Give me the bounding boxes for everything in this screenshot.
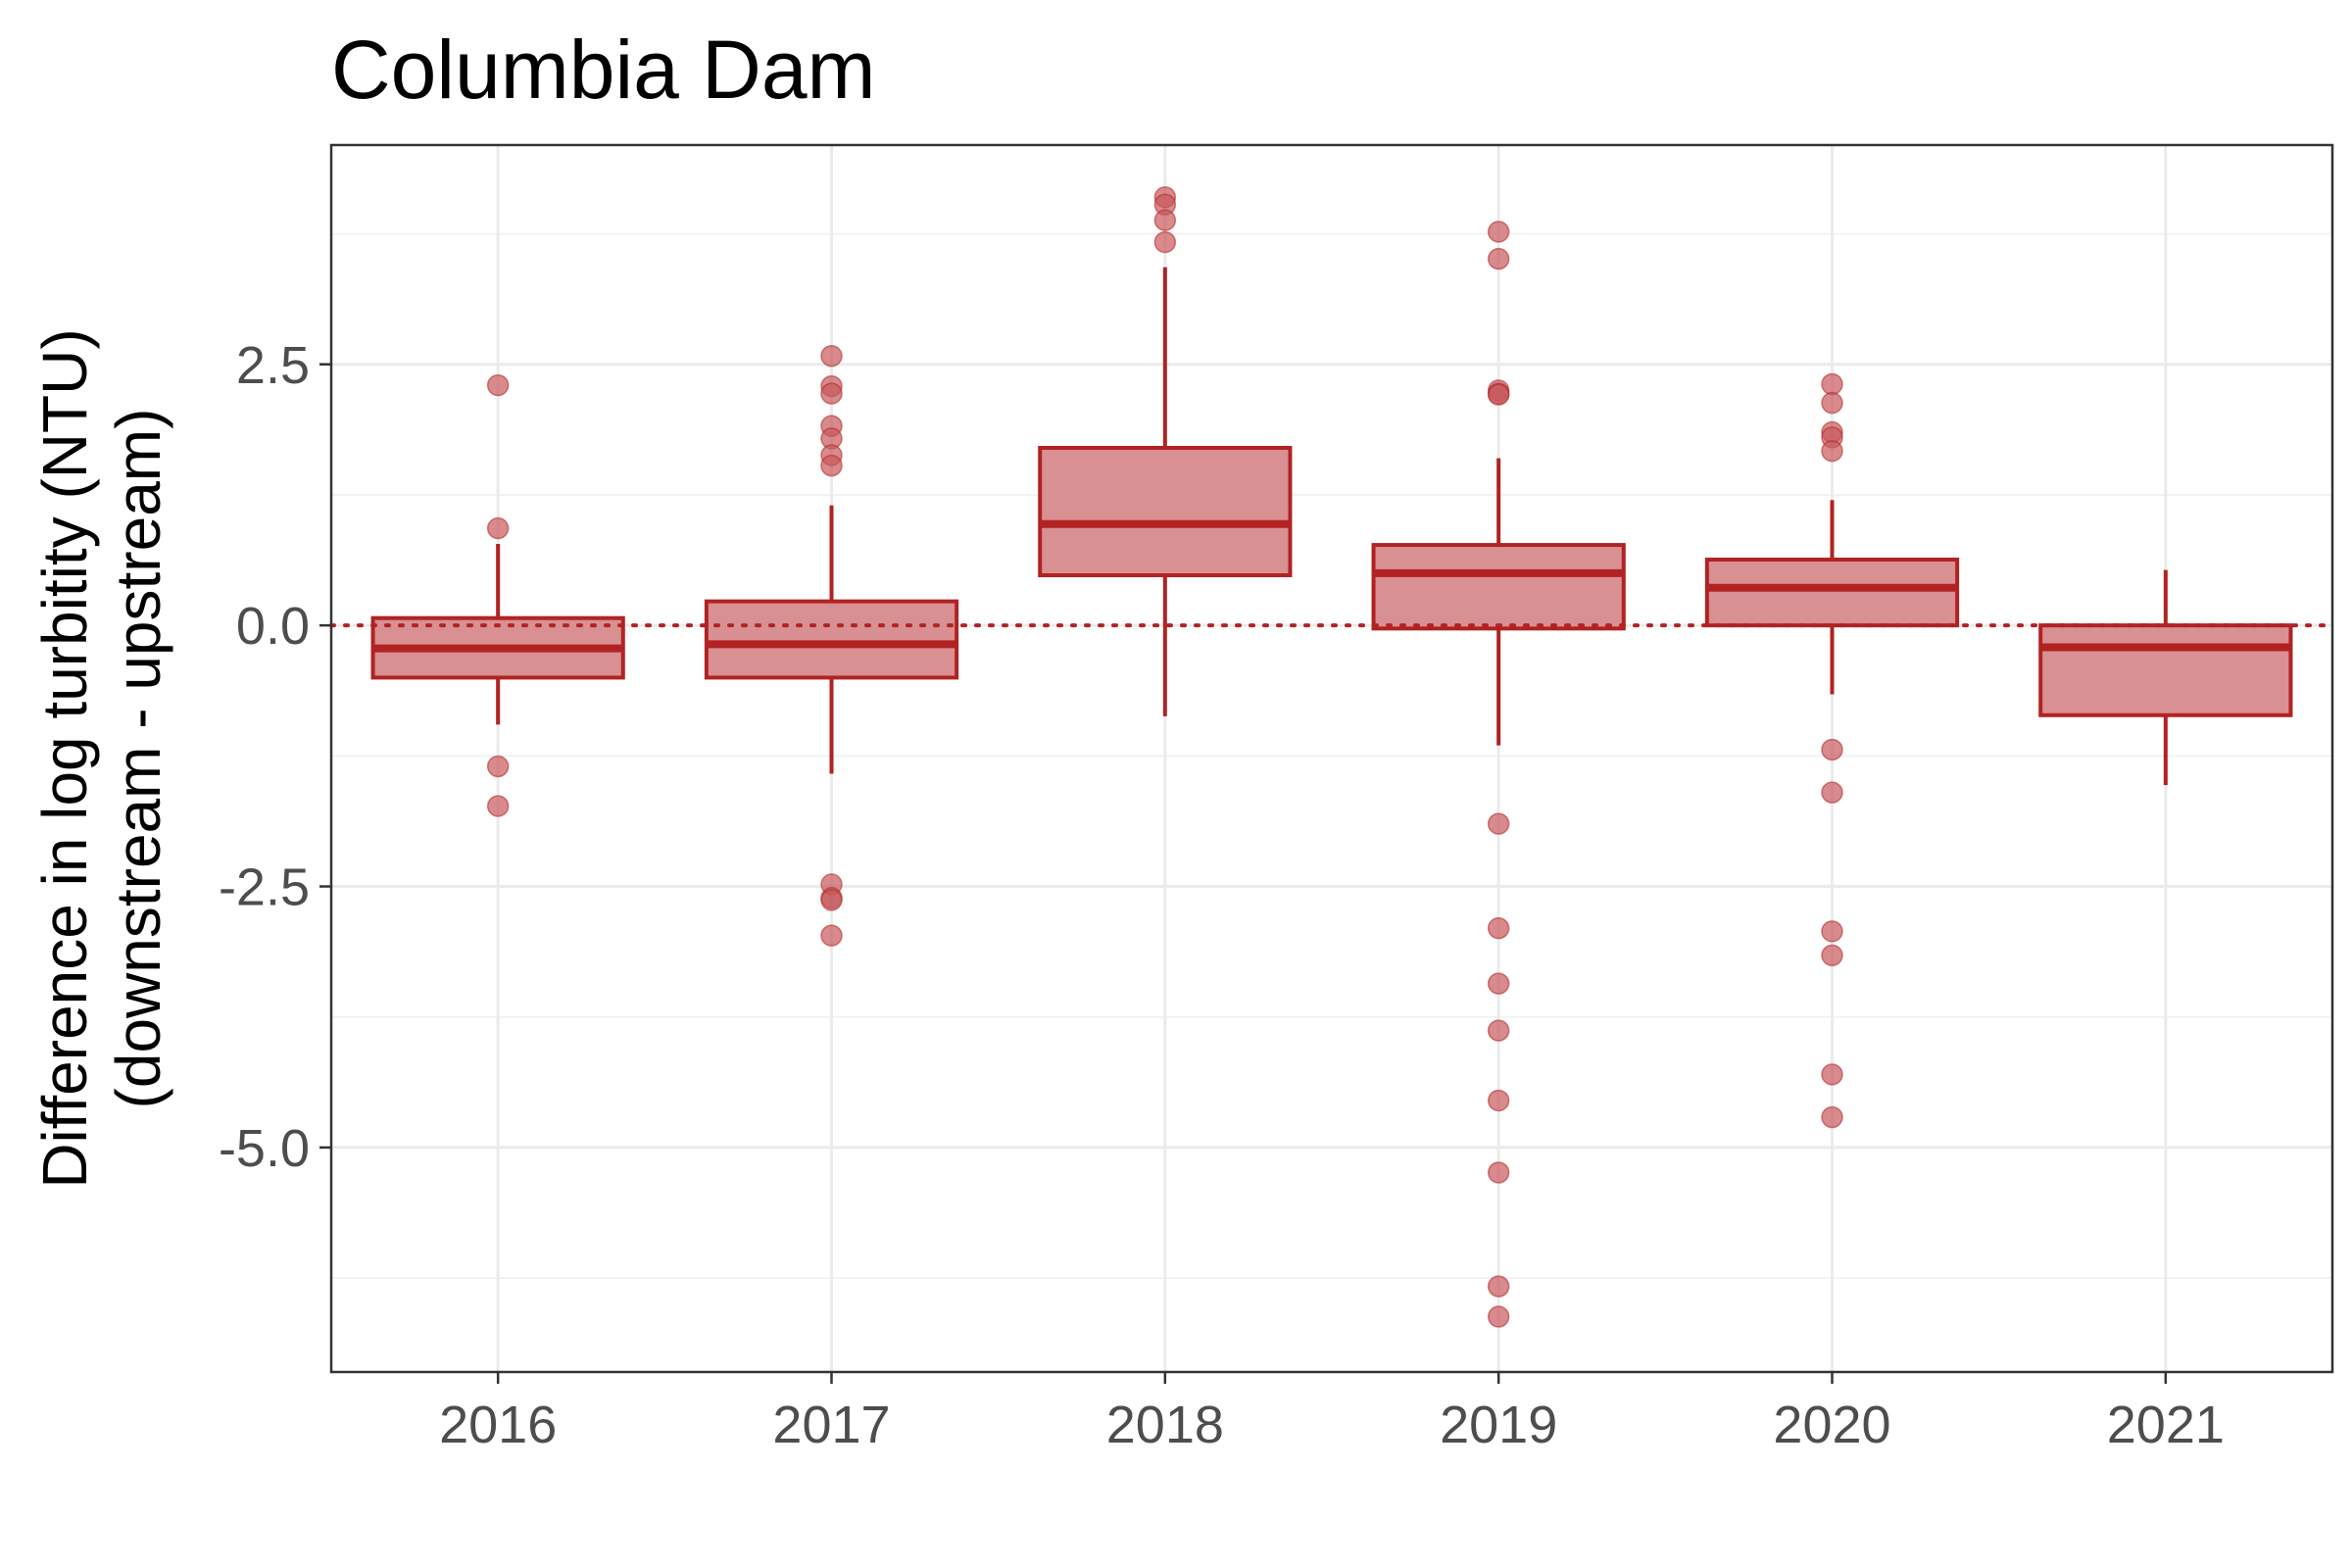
box-2017 [704,344,959,947]
x-tick-label: 2020 [1773,1396,1890,1454]
outlier-point [1821,781,1843,804]
panel-border [329,143,2334,1374]
plot-area: 2.5 0.0 -2.5 -5.0 2016 2017 2018 2019 2020 2021 [219,143,2334,1454]
box-2018 [1038,186,1293,716]
outlier-point [1153,209,1177,231]
outlier-point [1821,1105,1843,1129]
outlier-point [1487,247,1510,270]
box-body [1038,446,1293,577]
outlier-point [486,795,510,817]
x-tick-label: 2021 [2107,1396,2225,1454]
outlier-point [1821,391,1843,415]
outlier-point [1487,1089,1510,1112]
outlier-point [1821,738,1843,761]
outlier-point [820,924,843,947]
outlier-point [1487,1275,1510,1298]
outlier-point [1487,1019,1510,1042]
x-tick-label: 2018 [1106,1396,1224,1454]
x-tick-label: 2016 [439,1396,557,1454]
outlier-point [486,373,510,397]
outlier-point [486,516,510,540]
x-tick-label: 2017 [772,1396,890,1454]
outlier-point [1487,812,1510,835]
box-2019 [1371,220,1626,1328]
outlier-point [1153,230,1177,254]
box-2016 [370,373,625,817]
y-axis-title-line1: Difference in log turbitity (NTU) [29,328,100,1188]
y-tick-label: 2.5 [236,336,310,395]
outlier-point [1487,220,1510,243]
y-tick-label: -5.0 [219,1119,310,1178]
outlier-point [820,344,843,368]
chart-title: Columbia Dam [331,24,876,116]
box-2020 [1704,372,1960,1129]
box-2021 [2038,569,2293,786]
outlier-point [1487,383,1510,406]
y-tick-label: 0.0 [236,597,310,656]
box-body [2038,623,2293,717]
x-tick-label: 2019 [1440,1396,1557,1454]
outlier-point [1487,1161,1510,1184]
outlier-point [1487,1305,1510,1328]
outlier-point [820,889,843,911]
box-body [1704,558,1960,628]
y-axis-title: Difference in log turbitity (NTU) (downs… [29,328,173,1188]
outlier-point [1487,916,1510,940]
outlier-point [1821,1063,1843,1086]
box-body [1371,543,1626,631]
box-body [704,599,959,680]
outlier-point [1821,372,1843,396]
panel-background [331,145,2332,1372]
outlier-point [1821,439,1843,463]
outlier-point [486,755,510,778]
outlier-point [820,454,843,477]
outlier-point [1821,944,1843,967]
outlier-point [1821,920,1843,943]
outlier-point [1487,972,1510,995]
outlier-point [820,382,843,405]
y-axis-title-line2: (downstream - upstream) [103,409,173,1109]
y-tick-label: -2.5 [219,858,310,917]
